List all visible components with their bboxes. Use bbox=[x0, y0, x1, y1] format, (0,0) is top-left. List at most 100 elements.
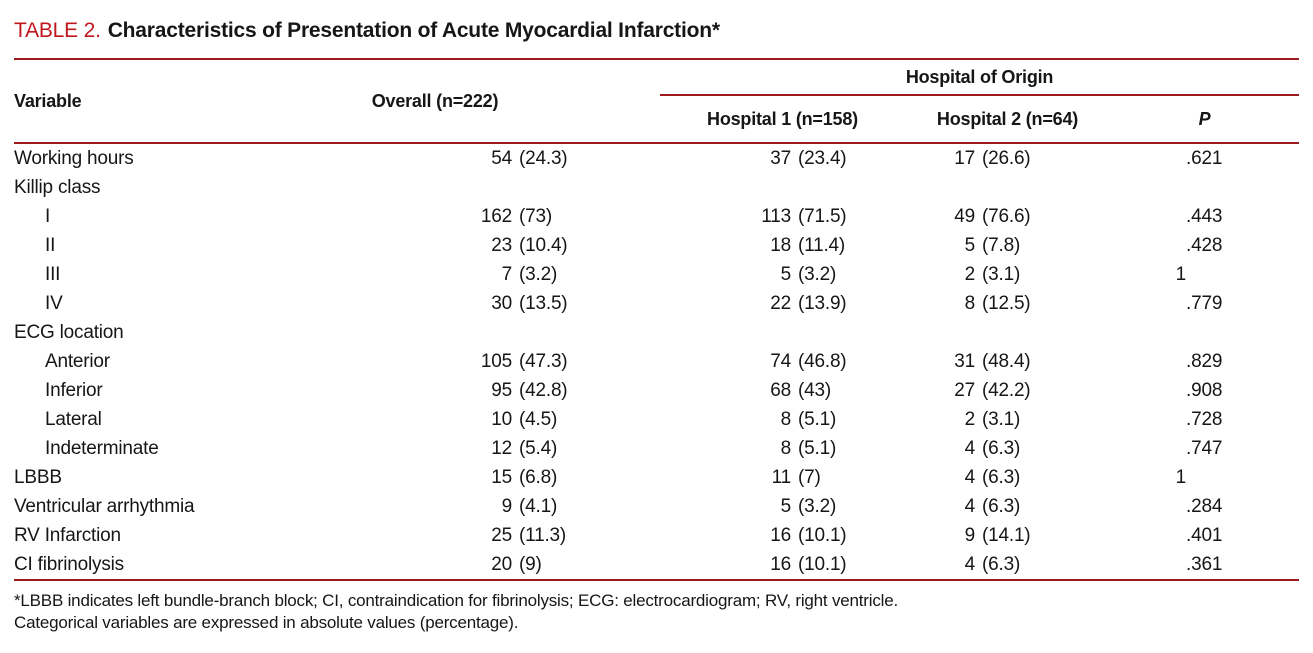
table-footnotes: *LBBB indicates left bundle-branch block… bbox=[14, 590, 1299, 634]
footnote-categorical: Categorical variables are expressed in a… bbox=[14, 613, 519, 633]
hospital2-percentage: (3.1) bbox=[982, 263, 1021, 285]
overall-count: 95 bbox=[491, 379, 512, 401]
hospital1-percentage: (3.2) bbox=[798, 263, 837, 285]
p-fraction-part: .779 bbox=[1186, 292, 1223, 314]
overall-count: 25 bbox=[491, 524, 512, 546]
hospital2-value: 4 (6.3) bbox=[905, 467, 1110, 489]
table-header: Variable Overall (n=222) Hospital of Ori… bbox=[14, 59, 1300, 144]
p-value: .428 bbox=[1110, 235, 1299, 257]
hospital1-percentage: (23.4) bbox=[798, 147, 847, 169]
overall-percentage: (10.4) bbox=[519, 234, 568, 256]
p-value: .443 bbox=[1110, 206, 1299, 228]
overall-percentage: (11.3) bbox=[519, 524, 567, 546]
hospital2-cell: 31 (48.4) bbox=[905, 347, 1110, 376]
hospital1-value: 37 (23.4) bbox=[660, 148, 905, 170]
hospital1-cell: 37 (23.4) bbox=[660, 143, 905, 173]
hospital2-percentage: (12.5) bbox=[982, 292, 1031, 314]
overall-percentage: (24.3) bbox=[519, 147, 568, 169]
hospital1-value: 113 (71.5) bbox=[660, 206, 905, 228]
p-fraction-part: .443 bbox=[1186, 205, 1223, 227]
hospital2-value: 4 (6.3) bbox=[905, 496, 1110, 518]
hospital1-value: 22 (13.9) bbox=[660, 293, 905, 315]
overall-cell: 7 (3.2) bbox=[280, 260, 660, 289]
hospital2-value: 31 (48.4) bbox=[905, 351, 1110, 373]
p-value-cell: .728 bbox=[1110, 405, 1299, 434]
sub-header-row: Hospital 1 (n=158) Hospital 2 (n=64) P bbox=[14, 95, 1299, 143]
variable-cell: Anterior bbox=[45, 350, 110, 372]
p-integer-part: 1 bbox=[1175, 466, 1187, 488]
hospital2-cell: 4 (6.3) bbox=[905, 434, 1110, 463]
overall-cell: 95 (42.8) bbox=[280, 376, 660, 405]
hospital1-percentage: (11.4) bbox=[798, 234, 846, 256]
hospital2-value: 9 (14.1) bbox=[905, 525, 1110, 547]
table-row: Inferior 95 (42.8) 68 (43) 27 (42.2) .908 bbox=[14, 376, 1299, 405]
overall-value: 15 (6.8) bbox=[280, 467, 660, 489]
hospital1-count: 11 bbox=[771, 466, 792, 488]
hospital2-count: 8 bbox=[964, 292, 976, 314]
hospital2-percentage: (6.3) bbox=[982, 553, 1021, 575]
hospital2-count: 4 bbox=[964, 437, 976, 459]
hospital1-count: 18 bbox=[770, 234, 791, 256]
table-row: Ventricular arrhythmia 9 (4.1) 5 (3.2) 4 (6… bbox=[14, 492, 1299, 521]
p-value: .908 bbox=[1110, 380, 1299, 402]
hospital2-cell: 4 (6.3) bbox=[905, 463, 1110, 492]
overall-cell: 9 (4.1) bbox=[280, 492, 660, 521]
overall-value: 162 (73) bbox=[280, 206, 660, 228]
hospital1-count: 16 bbox=[770, 553, 791, 575]
column-header-hospital2: Hospital 2 (n=64) bbox=[936, 108, 1079, 129]
overall-percentage: (6.8) bbox=[519, 466, 558, 488]
overall-percentage: (4.1) bbox=[519, 495, 558, 517]
hospital2-cell: 8 (12.5) bbox=[905, 289, 1110, 318]
overall-cell: 10 (4.5) bbox=[280, 405, 660, 434]
hospital1-cell: 11 (7) bbox=[660, 463, 905, 492]
variable-cell: IV bbox=[45, 292, 63, 314]
variable-cell: Indeterminate bbox=[45, 437, 159, 459]
hospital2-count: 9 bbox=[964, 524, 976, 546]
overall-cell: 12 (5.4) bbox=[280, 434, 660, 463]
hospital1-cell: 22 (13.9) bbox=[660, 289, 905, 318]
hospital2-count: 4 bbox=[964, 553, 976, 575]
p-fraction-part: .401 bbox=[1186, 524, 1223, 546]
hospital2-value: 27 (42.2) bbox=[905, 380, 1110, 402]
hospital1-cell: 18 (11.4) bbox=[660, 231, 905, 260]
table-row: IV 30 (13.5) 22 (13.9) 8 (12.5) .779 bbox=[14, 289, 1299, 318]
p-value-cell: .908 bbox=[1110, 376, 1299, 405]
p-value: .361 bbox=[1110, 554, 1299, 576]
overall-cell bbox=[280, 318, 660, 347]
variable-cell: Inferior bbox=[45, 379, 103, 401]
hospital2-value: 4 (6.3) bbox=[905, 438, 1110, 460]
hospital1-value: 68 (43) bbox=[660, 380, 905, 402]
hospital1-count: 68 bbox=[770, 379, 791, 401]
hospital2-value: 2 (3.1) bbox=[905, 409, 1110, 431]
variable-cell: ECG location bbox=[14, 321, 124, 343]
variable-cell: Lateral bbox=[45, 408, 102, 430]
hospital1-cell: 74 (46.8) bbox=[660, 347, 905, 376]
hospital2-count: 4 bbox=[964, 466, 976, 488]
hospital1-percentage: (71.5) bbox=[798, 205, 847, 227]
p-value: .284 bbox=[1110, 496, 1299, 518]
p-fraction-part: .428 bbox=[1186, 234, 1223, 256]
overall-value: 25 (11.3) bbox=[280, 525, 660, 547]
hospital2-value: 17 (26.6) bbox=[905, 148, 1110, 170]
hospital1-cell: 8 (5.1) bbox=[660, 434, 905, 463]
p-value: .747 bbox=[1110, 438, 1299, 460]
hospital2-count: 27 bbox=[954, 379, 975, 401]
p-fraction-part: .361 bbox=[1186, 553, 1223, 575]
hospital2-percentage: (3.1) bbox=[982, 408, 1021, 430]
column-group-header-hospital-of-origin: Hospital of Origin bbox=[660, 59, 1300, 97]
hospital1-count: 113 bbox=[761, 205, 791, 227]
hospital1-value: 5 (3.2) bbox=[660, 264, 905, 286]
overall-count: 7 bbox=[501, 263, 513, 285]
hospital1-percentage: (46.8) bbox=[798, 350, 847, 372]
hospital1-count: 8 bbox=[780, 408, 792, 430]
hospital2-count: 49 bbox=[954, 205, 975, 227]
overall-value: 54 (24.3) bbox=[280, 148, 660, 170]
hospital1-cell: 5 (3.2) bbox=[660, 492, 905, 521]
column-header-hospital1: Hospital 1 (n=158) bbox=[707, 108, 858, 129]
overall-percentage: (4.5) bbox=[519, 408, 558, 430]
overall-value: 95 (42.8) bbox=[280, 380, 660, 402]
hospital1-count: 22 bbox=[770, 292, 791, 314]
hospital2-cell: 27 (42.2) bbox=[905, 376, 1110, 405]
hospital2-percentage: (6.3) bbox=[982, 466, 1021, 488]
hospital2-percentage: (6.3) bbox=[982, 495, 1021, 517]
